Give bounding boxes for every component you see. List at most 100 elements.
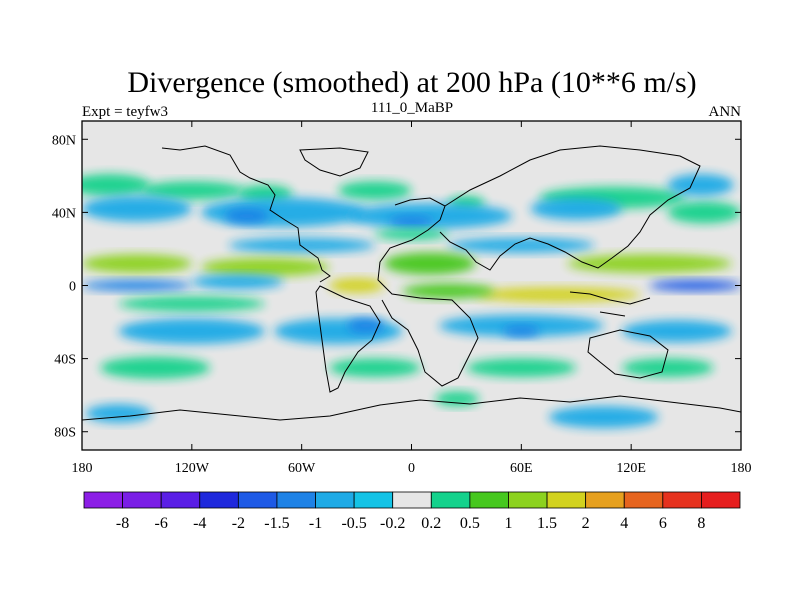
- colorbar-box: [469, 491, 509, 509]
- coastlines: [82, 145, 741, 421]
- chart-title: Divergence (smoothed) at 200 hPa (10**6 …: [127, 66, 696, 99]
- colorbar-label: 0.2: [421, 515, 441, 532]
- colorbar-label: -1: [309, 515, 322, 532]
- subtitle-left: Expt = teyfw3: [82, 104, 168, 120]
- field-region-7: [82, 195, 192, 222]
- field-region-9: [347, 203, 513, 229]
- field-region-21: [82, 280, 192, 291]
- colorbar-label: 1: [504, 515, 512, 532]
- field-region-26: [402, 283, 494, 299]
- field-region-29: [274, 318, 403, 344]
- field-region-10: [530, 197, 623, 220]
- coastline-south-america: [315, 285, 381, 393]
- y-tick-label: 80N: [52, 133, 76, 148]
- field-region-37: [622, 358, 714, 377]
- y-tick-label: 40S: [54, 353, 76, 368]
- field-region-38: [85, 404, 152, 423]
- field-region-11: [667, 174, 734, 196]
- y-tick-label: 40N: [52, 206, 76, 221]
- x-tick-label: 0: [408, 461, 415, 476]
- colorbar-label: -0.5: [341, 515, 366, 532]
- field-region-27: [118, 296, 266, 312]
- field-region-23: [191, 274, 284, 290]
- field-region-8: [200, 197, 366, 228]
- field-region-32: [347, 318, 385, 334]
- colorbar-box: [122, 491, 162, 509]
- field-region-22: [649, 280, 741, 291]
- field-region-15: [448, 237, 595, 253]
- colorbar-label: 6: [659, 515, 667, 532]
- coastline-australia: [587, 329, 669, 379]
- field-region-3: [338, 181, 412, 200]
- colorbar-label: -2: [232, 515, 245, 532]
- colorbar-box: [315, 491, 355, 509]
- colorbar-label: -6: [155, 515, 168, 532]
- colorbar-box: [160, 491, 201, 509]
- colorbar-box: [585, 491, 625, 509]
- subtitle-center: 111_0_MaBP: [371, 100, 453, 116]
- colorbar-label: 4: [620, 515, 628, 532]
- colorbar-label: 2: [582, 515, 590, 532]
- field-region-35: [329, 358, 421, 377]
- colorbar-box: [701, 491, 741, 509]
- colorbar-label: 0.5: [460, 515, 480, 532]
- y-tick-label: 0: [69, 280, 76, 295]
- coastline-indonesia: [569, 291, 651, 317]
- colorbar-label: -8: [116, 515, 129, 532]
- field-region-31: [622, 320, 732, 343]
- x-axis: 180 120W 60W 0 60E 120E 180: [72, 121, 752, 476]
- coastline-antarctica: [82, 395, 741, 421]
- colorbar-box: [546, 491, 587, 509]
- coastline-greenland: [299, 147, 369, 177]
- colorbar-box: [392, 491, 432, 509]
- colorbar-box: [430, 491, 471, 509]
- x-tick-label: 60W: [288, 461, 316, 476]
- field-region-28: [118, 318, 266, 344]
- field-region-20: [567, 254, 732, 273]
- y-axis: 80N 40N 0 40S 80S: [52, 133, 741, 441]
- field-region-19: [384, 252, 476, 275]
- coastline-europe-africa: [377, 197, 479, 387]
- field-region-12: [224, 208, 269, 224]
- field-region-17: [82, 254, 192, 273]
- subtitle-right: ANN: [709, 104, 742, 120]
- field-region-25: [475, 287, 641, 302]
- colorbar-box: [662, 491, 702, 509]
- colorbar-box: [276, 491, 316, 509]
- colorbar-label: -4: [193, 515, 206, 532]
- colorbar-box: [83, 491, 123, 509]
- colorbar-box: [508, 491, 548, 509]
- field-region-14: [228, 237, 375, 253]
- field-region-18: [200, 258, 330, 277]
- field-region-1: [140, 181, 244, 200]
- colorbar-box: [623, 491, 664, 509]
- map-panel: [81, 120, 742, 451]
- colorbar-label: -0.2: [380, 515, 405, 532]
- field-region-0: [82, 174, 150, 196]
- field-region-6: [667, 201, 741, 224]
- x-tick-label: 120E: [616, 461, 646, 476]
- colorbar-box: [199, 491, 239, 509]
- colorbar-box: [353, 491, 394, 509]
- field-regions: [82, 174, 741, 429]
- colorbar-label: 8: [697, 515, 705, 532]
- x-tick-label: 120W: [175, 461, 210, 476]
- field-region-36: [466, 358, 577, 377]
- field-region-30: [438, 314, 604, 337]
- field-region-13: [389, 216, 434, 228]
- coastline-asia: [439, 145, 701, 271]
- coastline-north-america: [161, 145, 331, 283]
- colorbar: -8 -6 -4 -2 -1.5 -1 -0.5 -0.2 0.2 0.5 1 1.5 2 4 6 8: [83, 491, 741, 532]
- colorbar-label: 1.5: [537, 515, 557, 532]
- x-tick-label: 180: [731, 461, 752, 476]
- field-region-24: [329, 278, 385, 293]
- x-tick-label: 60E: [510, 461, 533, 476]
- colorbar-label: -1.5: [264, 515, 289, 532]
- field-region-16: [374, 228, 449, 240]
- field-region-39: [548, 406, 659, 429]
- y-tick-label: 80S: [54, 426, 76, 441]
- colorbar-box: [237, 491, 278, 509]
- field-region-34: [100, 356, 211, 379]
- x-tick-label: 180: [72, 461, 93, 476]
